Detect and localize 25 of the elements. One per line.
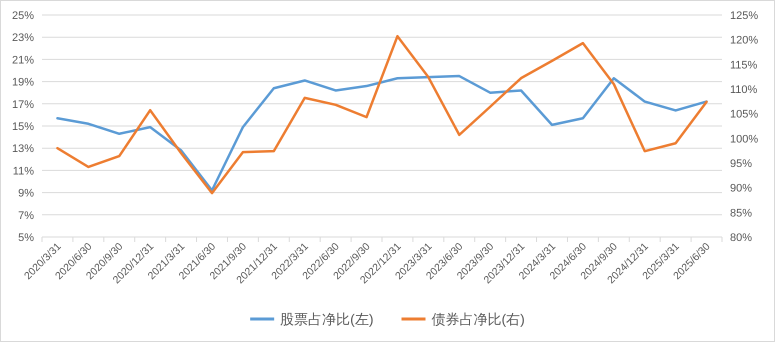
y-tick-label: 15% <box>12 121 34 133</box>
y-tick-label: 19% <box>12 76 34 89</box>
y2-tick-label: 115% <box>730 59 758 72</box>
y-tick-label: 21% <box>12 54 34 66</box>
y2-tick-label: 120% <box>730 34 758 47</box>
y-tick-label: 23% <box>12 32 34 44</box>
y2-tick-label: 85% <box>730 207 752 220</box>
y2-tick-label: 105% <box>730 108 758 121</box>
y-tick-label: 25% <box>12 10 34 22</box>
y2-tick-label: 95% <box>730 158 752 170</box>
y2-tick-label: 125% <box>730 10 758 22</box>
y2-tick-label: 80% <box>730 232 752 244</box>
line-series <box>56 74 708 192</box>
y-tick-label: 5% <box>18 232 34 244</box>
y-tick-label: 11% <box>12 165 34 178</box>
y-tick-label: 13% <box>12 143 34 156</box>
y2-tick-label: 100% <box>730 133 758 146</box>
legend-label: 股票占净比(左) <box>280 311 374 327</box>
y-tick-label: 9% <box>18 188 34 200</box>
y2-tick-label: 110% <box>730 84 758 96</box>
y-tick-label: 17% <box>12 98 34 111</box>
line-series <box>56 34 708 194</box>
legend-label: 债券占净比(右) <box>432 311 525 327</box>
y-tick-label: 7% <box>18 210 34 222</box>
y2-tick-label: 90% <box>730 182 752 195</box>
